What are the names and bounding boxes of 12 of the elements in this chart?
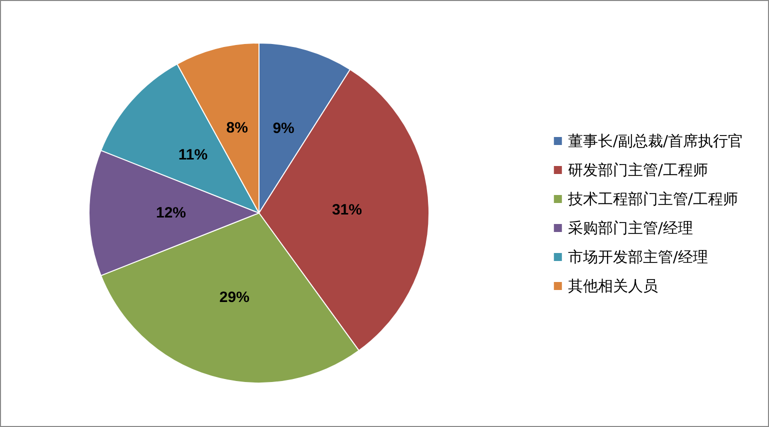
data-label: 29% [219,289,250,306]
legend-label: 董事长/副总裁/首席执行官 [568,132,743,150]
legend-label: 技术工程部门主管/工程师 [566,190,738,208]
data-label: 9% [272,120,294,137]
legend-label: 市场开发部主管/经理 [568,248,708,266]
data-label: 31% [332,202,362,219]
data-label: 11% [178,146,208,164]
legend-label: 其他相关人员 [568,277,658,295]
data-label: 12% [156,204,186,222]
data-label: 8% [226,119,248,136]
legend-label: 采购部门主管/经理 [568,219,693,237]
legend-label: 研发部门主管/工程师 [568,161,708,179]
